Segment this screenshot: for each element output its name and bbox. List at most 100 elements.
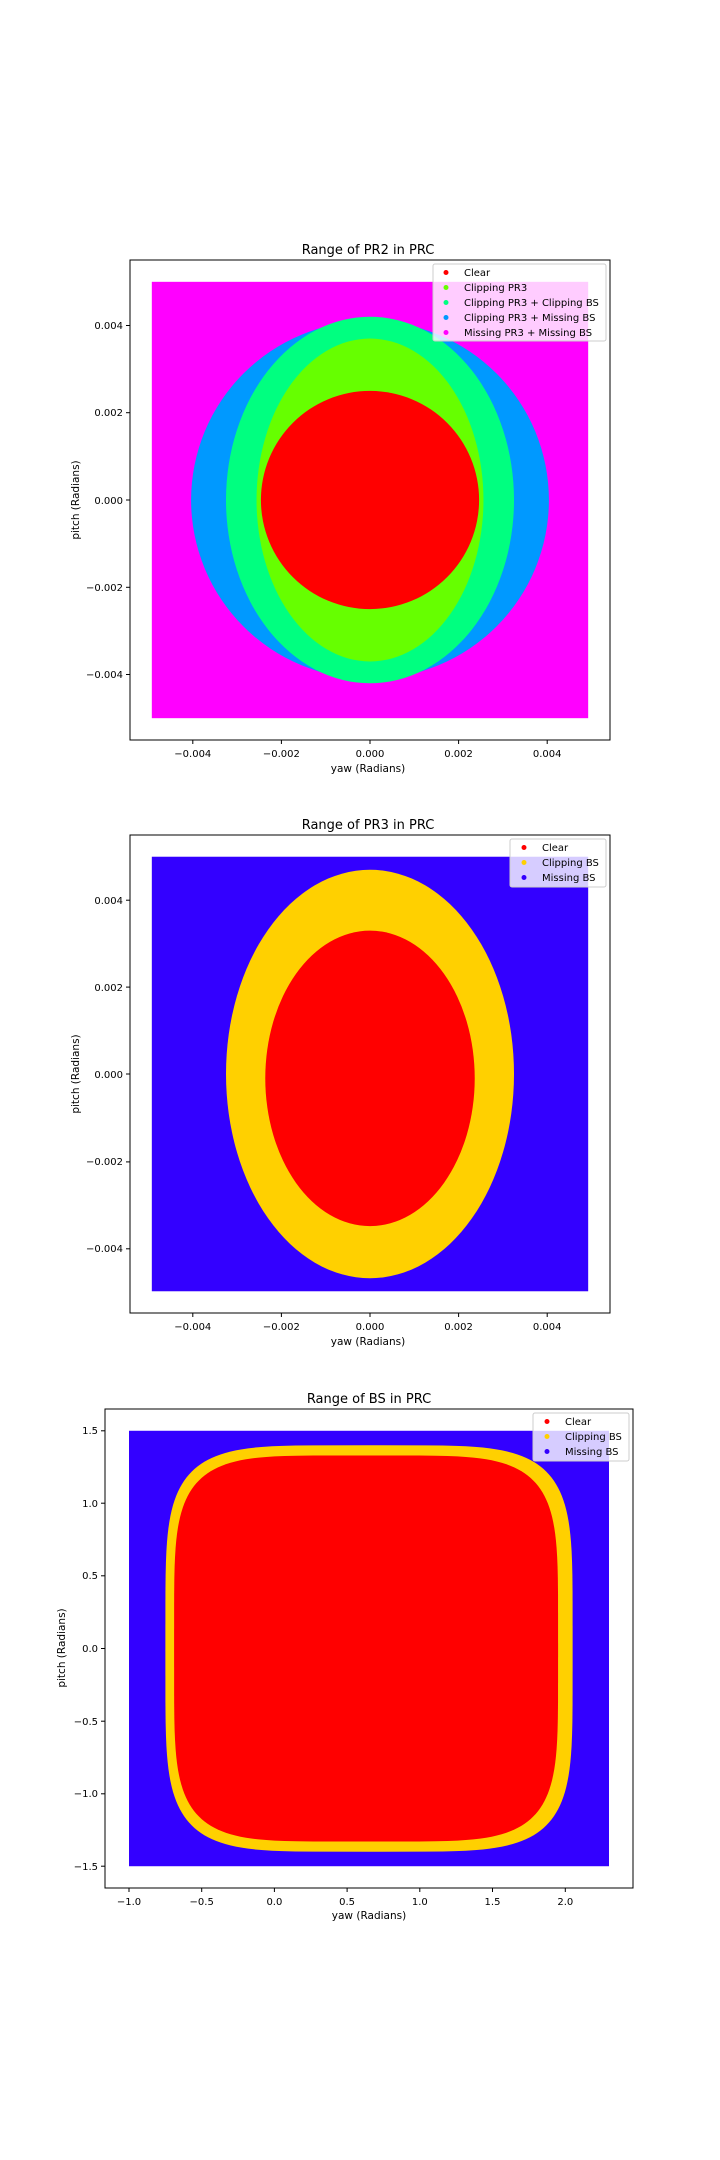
x-tick: 0.002 (444, 740, 473, 760)
x-tick-label: 0.002 (444, 1322, 473, 1333)
y-tick-label: 0.000 (94, 1070, 123, 1081)
legend-marker (521, 875, 527, 880)
x-tick: 0.004 (533, 1313, 562, 1333)
y-tick-label: −0.002 (86, 1157, 123, 1168)
legend-marker (544, 1419, 550, 1424)
x-axis-label: yaw (Radians) (331, 1336, 405, 1348)
x-tick-label: 2.0 (557, 1897, 573, 1908)
y-tick: 1.0 (82, 1499, 105, 1510)
chart-pr3: Range of PR3 in PRC −0.004 −0.002 0.000 … (70, 818, 611, 1348)
y-tick: 0.004 (94, 896, 130, 907)
legend-entry: Clear (443, 268, 491, 279)
legend-label: Missing BS (542, 873, 596, 884)
x-tick: 1.5 (485, 1888, 501, 1908)
legend-label: Clipping PR3 + Clipping BS (464, 298, 599, 309)
x-tick-label: −1.0 (117, 1897, 141, 1908)
legend-marker (443, 315, 449, 320)
x-tick: −0.004 (174, 740, 211, 760)
y-tick-label: 1.5 (82, 1426, 98, 1437)
x-tick: −0.002 (263, 1313, 300, 1333)
x-tick: 0.000 (356, 740, 384, 760)
x-axis: −0.004 −0.002 0.000 0.002 0.004 yaw (Rad… (174, 1313, 562, 1348)
x-tick: 0.5 (339, 1888, 355, 1908)
legend-label: Missing PR3 + Missing BS (464, 328, 592, 339)
y-tick: −0.5 (74, 1717, 105, 1728)
legend: Clear Clipping PR3 Clipping PR3 + Clippi… (432, 263, 607, 342)
y-tick: −1.5 (74, 1862, 105, 1873)
y-tick-label: −0.5 (74, 1717, 98, 1728)
y-tick-label: 0.004 (94, 321, 123, 332)
x-tick-label: −0.002 (263, 749, 300, 760)
legend: Clear Clipping BS Missing BS (509, 838, 607, 888)
legend-label: Clipping PR3 + Missing BS (464, 313, 595, 324)
x-tick: −1.0 (117, 1888, 141, 1908)
legend-marker (521, 860, 527, 865)
y-tick-label: 0.004 (94, 896, 123, 907)
y-axis: −1.5 −1.0 −0.5 0.0 0.5 1.0 1.5 pitch (Ra… (56, 1426, 105, 1873)
x-tick: 0.0 (266, 1888, 282, 1908)
legend-entry: Missing BS (521, 873, 596, 884)
y-tick: −1.0 (74, 1789, 105, 1800)
x-tick: −0.002 (263, 740, 300, 760)
y-tick: 0.000 (94, 1070, 130, 1081)
x-tick: −0.004 (174, 1313, 211, 1333)
y-tick-label: −0.004 (86, 1244, 123, 1255)
x-tick-label: −0.004 (174, 749, 211, 760)
legend-label: Clipping PR3 (464, 283, 527, 294)
x-axis: −0.004 −0.002 0.000 0.002 0.004 yaw (Rad… (174, 740, 562, 775)
x-tick-label: 0.004 (533, 1322, 562, 1333)
chart-title: Range of PR2 in PRC (302, 243, 435, 258)
y-tick: 0.000 (94, 496, 130, 507)
x-axis-label: yaw (Radians) (331, 763, 405, 775)
x-tick: 1.0 (412, 1888, 428, 1908)
y-axis: −0.004 −0.002 0.000 0.002 0.004 pitch (R… (70, 321, 130, 681)
y-tick: 0.002 (94, 983, 130, 994)
y-tick-label: 0.002 (94, 408, 123, 419)
y-tick: 0.004 (94, 321, 130, 332)
legend-label: Clear (565, 1417, 592, 1428)
legend-box (509, 838, 607, 888)
legend-label: Clear (464, 268, 491, 279)
x-tick-label: 0.004 (533, 749, 562, 760)
x-tick-label: 1.5 (485, 1897, 501, 1908)
legend-marker (544, 1449, 550, 1454)
chart-bs: Range of BS in PRC −1.0 −0.5 0.0 0.5 1.0… (56, 1392, 634, 1922)
chart-title: Range of BS in PRC (307, 1392, 431, 1407)
legend-entry: Clipping PR3 (443, 283, 527, 294)
y-tick-label: −0.004 (86, 670, 123, 681)
y-tick: −0.004 (86, 670, 130, 681)
legend-label: Clear (542, 843, 569, 854)
legend-marker (443, 285, 449, 290)
legend-entry: Clear (544, 1417, 592, 1428)
x-tick: 2.0 (557, 1888, 573, 1908)
legend-entry: Missing BS (544, 1447, 619, 1458)
y-tick-label: 0.002 (94, 983, 123, 994)
y-tick: −0.004 (86, 1244, 130, 1255)
legend-entry: Clipping BS (521, 858, 599, 869)
legend-entry: Clear (521, 843, 569, 854)
legend-label: Missing BS (565, 1447, 619, 1458)
legend-marker (443, 330, 449, 335)
x-axis-label: yaw (Radians) (332, 1910, 406, 1922)
y-tick-label: −0.002 (86, 583, 123, 594)
x-tick-label: 1.0 (412, 1897, 428, 1908)
legend-entry: Clipping PR3 + Clipping BS (443, 298, 599, 309)
y-tick-label: 0.0 (82, 1644, 98, 1655)
x-tick-label: −0.002 (263, 1322, 300, 1333)
x-tick: 0.004 (533, 740, 562, 760)
region-clear (174, 1455, 559, 1842)
y-tick-label: 1.0 (82, 1499, 98, 1510)
y-tick-label: 0.000 (94, 496, 123, 507)
legend-entry: Clipping BS (544, 1432, 622, 1443)
x-tick-label: 0.000 (356, 1322, 385, 1333)
x-axis: −1.0 −0.5 0.0 0.5 1.0 1.5 2.0 yaw (Radia… (117, 1888, 573, 1922)
region-layers (151, 856, 589, 1292)
legend-marker (443, 300, 449, 305)
y-tick: 0.002 (94, 408, 130, 419)
y-axis-label: pitch (Radians) (70, 460, 82, 539)
y-tick: 0.5 (82, 1571, 105, 1582)
legend-label: Clipping BS (542, 858, 599, 869)
x-tick: 0.002 (444, 1313, 473, 1333)
y-tick-label: −1.0 (74, 1789, 98, 1800)
